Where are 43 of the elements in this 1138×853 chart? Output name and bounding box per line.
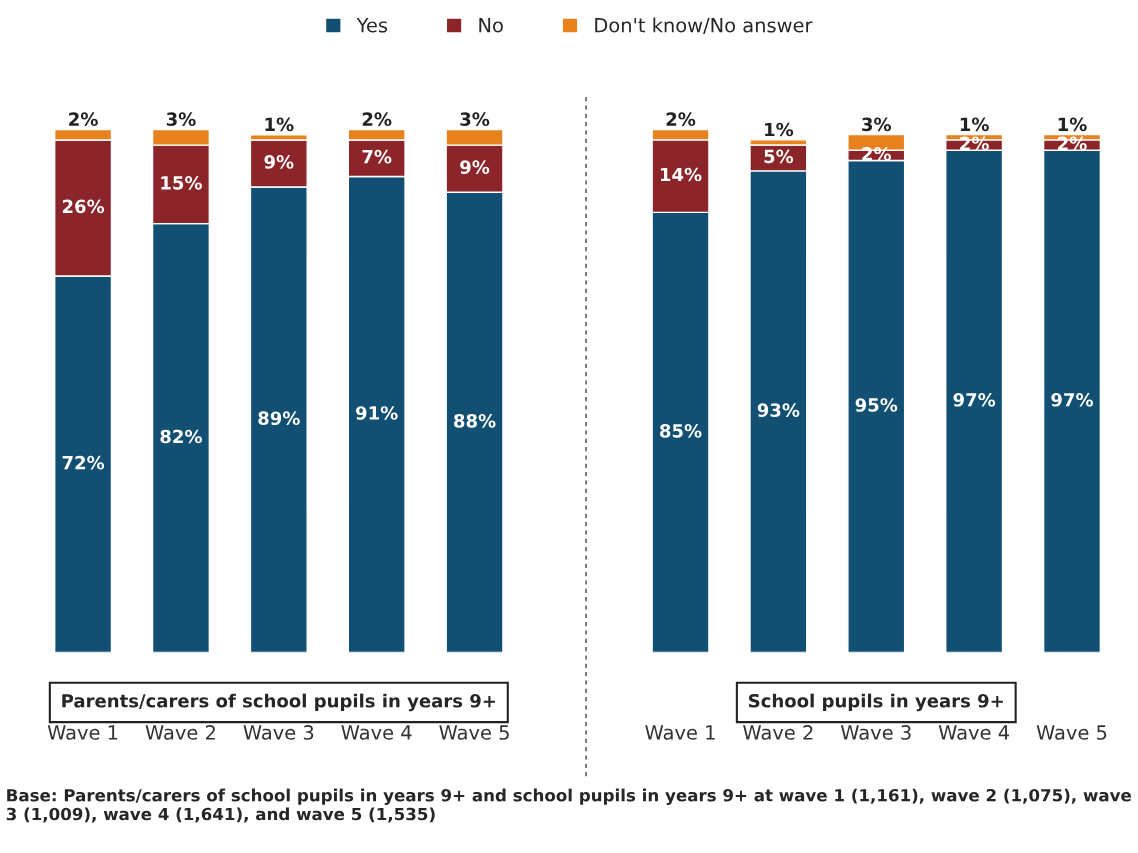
data-label: 85% [660,424,702,438]
data-label: 3% [166,112,196,126]
data-label: 2% [666,112,696,126]
data-label: 2% [362,112,392,126]
data-label: 89% [258,411,300,426]
x-tick-label: Wave 1 [47,725,118,740]
text: Base: Parents/carers of school pupils in years 9+ and school pupils in years 9+ at wave 1 (1,161), wave 2 (1,075), wave 3 (1,009), wave 4 (1,641), and wave 5 (1,535) [6,788,1131,823]
text: Parents/carers of school pupils in years 9+ [62,693,496,712]
data-label: 7% [362,149,392,164]
x-tick-label: Wave 1 [645,725,715,740]
data-label: 82% [160,429,202,444]
legend-label: Yes [356,18,388,33]
x-tick-label: Wave 4 [938,725,1009,740]
data-label: 3% [460,112,490,126]
data-label: 97% [1051,392,1094,407]
legend-label: Don't know/No answer [595,17,813,35]
x-tick-label: Wave 2 [145,725,215,740]
data-label: 88% [454,413,496,428]
data-label: 14% [660,167,702,182]
x-tick-label: Wave 5 [439,725,509,740]
data-label: 9% [264,155,294,169]
data-label: 15% [161,175,202,190]
data-label: 97% [953,392,996,407]
x-tick-label: Wave 5 [1036,725,1107,740]
data-label: 3% [862,117,892,132]
data-label: 1% [960,117,989,132]
data-label: 72% [62,455,105,470]
text: School pupils in years 9+ [749,693,1003,712]
data-label: 91% [356,406,398,420]
data-label: 26% [62,199,105,214]
x-tick-label: Wave 3 [243,725,314,740]
x-tick-label: Wave 3 [840,725,911,740]
data-label: 95% [855,398,898,412]
data-label: 2% [69,112,98,126]
data-label: 5% [764,149,794,164]
x-tick-label: Wave 4 [341,725,412,740]
x-tick-label: Wave 2 [743,725,813,740]
legend-label: No [479,18,503,33]
data-label: 1% [1058,117,1087,132]
data-label: 1% [265,117,294,132]
data-label: 1% [765,122,794,137]
data-label: 93% [757,403,800,417]
data-label: 9% [460,160,490,174]
